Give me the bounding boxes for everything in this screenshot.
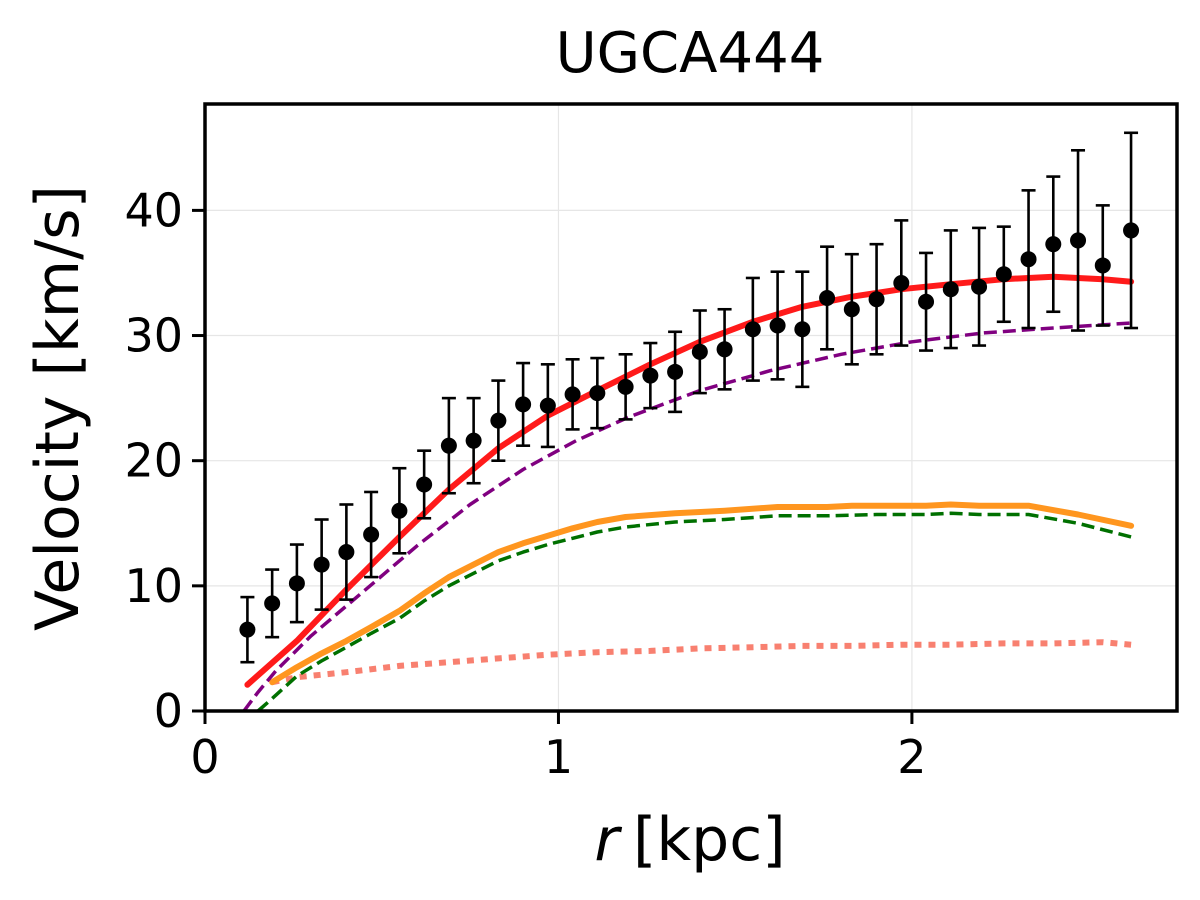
observed-point xyxy=(1070,149,1087,332)
observed-point xyxy=(338,503,355,601)
x-tick-label: 0 xyxy=(190,730,219,784)
data-marker xyxy=(440,437,457,454)
observed-point xyxy=(794,270,811,389)
data-marker xyxy=(942,281,959,298)
data-marker xyxy=(288,575,305,592)
data-marker xyxy=(769,317,786,334)
data-marker xyxy=(539,397,556,414)
observed-point xyxy=(1123,131,1140,330)
observed-point xyxy=(465,396,482,485)
x-axis-variable: r xyxy=(594,805,622,875)
data-marker xyxy=(971,278,988,295)
data-marker xyxy=(1094,257,1111,274)
grid xyxy=(204,104,1177,712)
observed-point xyxy=(642,341,659,410)
observed-point xyxy=(744,276,761,382)
observed-point xyxy=(589,356,606,430)
data-marker xyxy=(819,289,836,306)
series-stellar-disk xyxy=(271,639,1132,686)
observed-point xyxy=(264,568,281,639)
data-marker xyxy=(1045,236,1062,253)
x-tick-label: 1 xyxy=(544,730,573,784)
observed-point xyxy=(971,226,988,347)
y-tick-label: 30 xyxy=(124,309,183,363)
data-marker xyxy=(515,396,532,413)
y-tick-label: 40 xyxy=(124,183,183,237)
data-marker xyxy=(363,526,380,543)
data-marker xyxy=(893,274,910,291)
data-marker xyxy=(617,378,634,395)
observed-point xyxy=(868,242,885,356)
data-marker xyxy=(239,621,256,638)
observed-point xyxy=(391,466,408,555)
observed-point xyxy=(490,379,507,462)
x-tick-label: 2 xyxy=(897,730,926,784)
data-marker xyxy=(564,386,581,403)
observed-point xyxy=(893,219,910,347)
observed-point xyxy=(819,245,836,351)
observed-point xyxy=(716,307,733,391)
data-marker xyxy=(465,432,482,449)
data-marker xyxy=(918,293,935,310)
y-axis-label: Velocity [km/s] xyxy=(23,185,93,631)
observed-point xyxy=(769,270,786,381)
data-marker xyxy=(490,412,507,429)
data-marker xyxy=(1123,222,1140,239)
data-marker xyxy=(691,343,708,360)
observed-point xyxy=(539,363,556,449)
data-marker xyxy=(416,476,433,493)
data-marker xyxy=(1020,251,1037,268)
y-tick-label: 0 xyxy=(154,684,183,738)
observed-point xyxy=(416,449,433,520)
plot-frame xyxy=(203,102,1179,713)
observed-point xyxy=(1094,204,1111,327)
data-marker xyxy=(642,367,659,384)
observed-point xyxy=(691,309,708,395)
model-curves xyxy=(242,273,1135,713)
data-marker xyxy=(868,291,885,308)
observed-point xyxy=(515,361,532,447)
data-marker xyxy=(338,544,355,561)
observed-point xyxy=(1045,175,1062,314)
observed-point xyxy=(313,518,330,611)
data-marker xyxy=(589,385,606,402)
data-marker xyxy=(313,556,330,573)
observed-data-points xyxy=(239,131,1140,664)
data-marker xyxy=(667,363,684,380)
x-axis-unit: [kpc] xyxy=(633,805,786,875)
data-marker xyxy=(716,341,733,358)
observed-point xyxy=(617,353,634,421)
observed-point xyxy=(918,251,935,352)
series-gas xyxy=(256,511,1132,713)
observed-point xyxy=(942,229,959,350)
data-marker xyxy=(391,502,408,519)
y-tick-label: 10 xyxy=(124,559,183,613)
chart-title: UGCA444 xyxy=(556,21,825,86)
series-dark-matter-halo xyxy=(242,321,1132,713)
data-marker xyxy=(1070,232,1087,249)
x-axis-label: r [kpc] xyxy=(594,805,785,875)
series-baryons xyxy=(269,501,1135,686)
y-tick-label: 20 xyxy=(124,434,183,488)
observed-point xyxy=(667,330,684,414)
data-marker xyxy=(843,301,860,318)
observed-point xyxy=(363,490,380,579)
observed-point xyxy=(288,543,305,624)
observed-point xyxy=(1020,189,1037,330)
data-marker xyxy=(744,321,761,338)
data-marker xyxy=(264,595,281,612)
data-marker xyxy=(794,321,811,338)
observed-point xyxy=(843,252,860,366)
observed-point xyxy=(564,358,581,431)
observed-point xyxy=(995,225,1012,324)
observed-point xyxy=(440,396,457,495)
data-marker xyxy=(995,266,1012,283)
observed-point xyxy=(239,595,256,664)
